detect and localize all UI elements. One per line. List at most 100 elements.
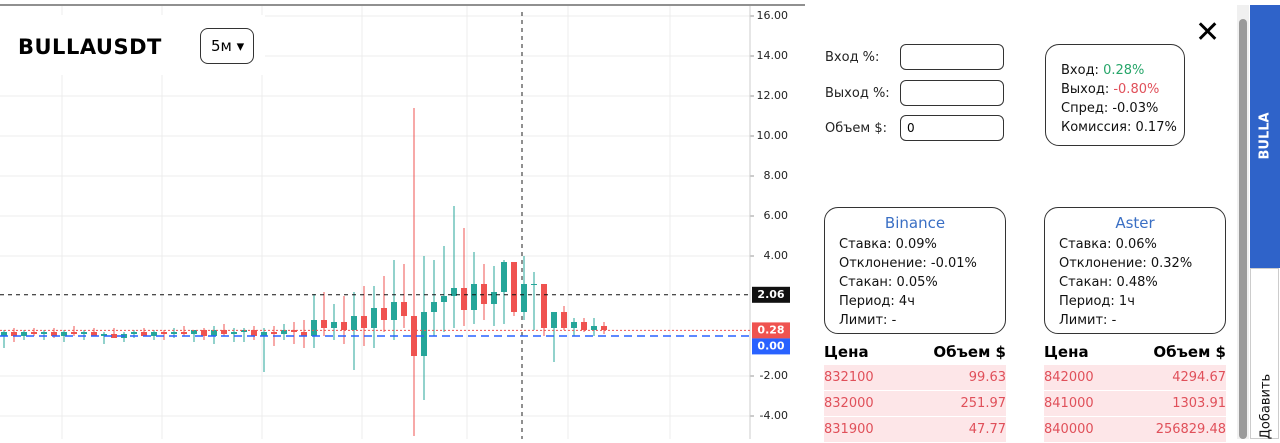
volume: 256829.48 [1155,422,1226,437]
y-tick-label: 8.00 [764,169,789,182]
summary-fee: Комиссия: 0.17% [1061,120,1177,135]
column-header: Объем $ [933,343,1006,361]
orderbook-row: 840000 256829.48 [1044,417,1226,442]
candle-body [171,332,177,334]
interval-dropdown[interactable]: 5м ▾ [200,28,254,64]
exchange-stat: Лимит: - [839,313,897,328]
price: 841000 [1044,396,1094,411]
entry-label: Вход %: [825,50,880,65]
volume-input[interactable]: 0 [900,115,1004,141]
label: Выход: [1061,82,1110,97]
price: 842000 [1044,370,1094,385]
price-marker [752,338,790,355]
exchange-stat: Стакан: 0.05% [839,275,938,290]
candle-body [471,284,477,310]
candle-body [111,334,117,338]
orderbook-row: 831900 47.77 [824,417,1006,442]
candle-body [271,332,277,334]
interval: 5м [211,37,232,55]
price: 840000 [1044,422,1094,437]
y-tick-label: 16.00 [757,9,789,22]
candle-body [61,332,67,336]
candle-body [321,320,327,328]
candle-body [511,262,517,312]
candle-body [311,320,317,336]
y-tick-label: 6.00 [764,209,789,222]
price-marker [752,286,790,303]
candle-body [1,332,7,336]
summary-entry: Вход: 0.28% [1061,61,1184,80]
summary-spread: Спред: -0.03% [1061,101,1159,116]
scrollbar-thumb[interactable] [1239,19,1247,439]
candle-body [81,332,87,334]
candle-body [261,332,267,336]
candle-body [351,316,357,330]
candle-body [421,312,427,356]
candle-body [41,332,47,334]
price: 832100 [824,370,874,385]
candle-body [71,332,77,334]
candle-body [101,334,107,336]
y-tick-label: 12.00 [757,89,789,102]
y-tick-label: 14.00 [757,49,789,62]
candle-body [581,322,587,330]
candle-body [441,296,447,302]
orderbook-header: Цена Объем $ [824,343,1006,365]
candle-body [141,332,147,336]
candle-body [451,288,457,296]
label: Вход: [1061,63,1099,78]
tab[interactable]: Добавить [1250,268,1279,439]
candle-body [531,284,537,285]
candle-body [551,312,557,328]
exchange-box: Aster Ставка: 0.06% Отклонение: 0.32% Стака… [1044,207,1226,334]
candle-body [151,332,157,336]
candle-body [561,312,567,328]
candle-body [221,330,227,334]
price-marker-label: 0.28 [757,323,784,336]
candle-body [191,330,197,334]
price: 832000 [824,396,874,411]
exchange-box: Binance Ставка: 0.09% Отклонение: -0.01% Ст… [824,207,1006,334]
candle-body [31,332,37,334]
candle-body [91,332,97,336]
scrollbar [1237,5,1249,439]
exchange-stat: Стакан: 0.48% [1059,275,1158,290]
exchange-stat: Лимит: - [1059,313,1117,328]
candle-body [361,316,367,328]
candle-body [11,332,17,336]
volume: 47.77 [968,422,1006,437]
candle-body [231,332,237,334]
orderbook-row: 841000 1303.91 [1044,391,1226,416]
exchange-name: Binance [884,214,946,232]
price-marker-label: 0.00 [757,339,784,352]
candle-body [541,284,547,328]
entry-input[interactable] [900,44,1004,70]
candle-body [161,332,167,334]
tab-label: Добавить [1258,373,1274,440]
price-marker-label: 2.06 [757,288,784,301]
exchange-stat: Период: 1ч [1059,294,1135,309]
close-button[interactable]: ✕ [1195,15,1221,50]
volume-label: Объем $: [825,121,888,136]
volume: 4294.67 [1172,370,1226,385]
chart: 16.00 14.00 12.00 10.00 8.00 6.00 4.00 -2.00 -4.… [0,4,805,439]
orderbook: Цена Объем $ 842000 4294.67 841000 1303.91 840… [1044,343,1226,443]
exchange-stat: Ставка: 0.06% [1059,237,1157,252]
candle-body [481,284,487,304]
candle-body [291,330,297,332]
candle-body [131,332,137,334]
exchange-stat: Ставка: 0.09% [839,237,937,252]
tab-active[interactable]: BULLA [1250,5,1280,268]
candle-body [501,262,507,292]
exchange-stat: Отклонение: -0.01% [839,256,977,271]
symbol-header: BULLAUSDT 5м ▾ [0,15,265,75]
candle-body [301,332,307,336]
volume: 99.63 [968,370,1006,385]
candle-body [411,316,417,356]
orderbook: Цена Объем $ 832100 99.63 832000 251.97 831900… [824,343,1006,443]
summary-exit: Выход: -0.80% [1061,80,1184,99]
candle-body [241,330,247,332]
summary-box: Вход: 0.28% Выход: -0.80% Спред: -0.03% … [1045,44,1185,146]
exit-input[interactable] [900,80,1004,106]
